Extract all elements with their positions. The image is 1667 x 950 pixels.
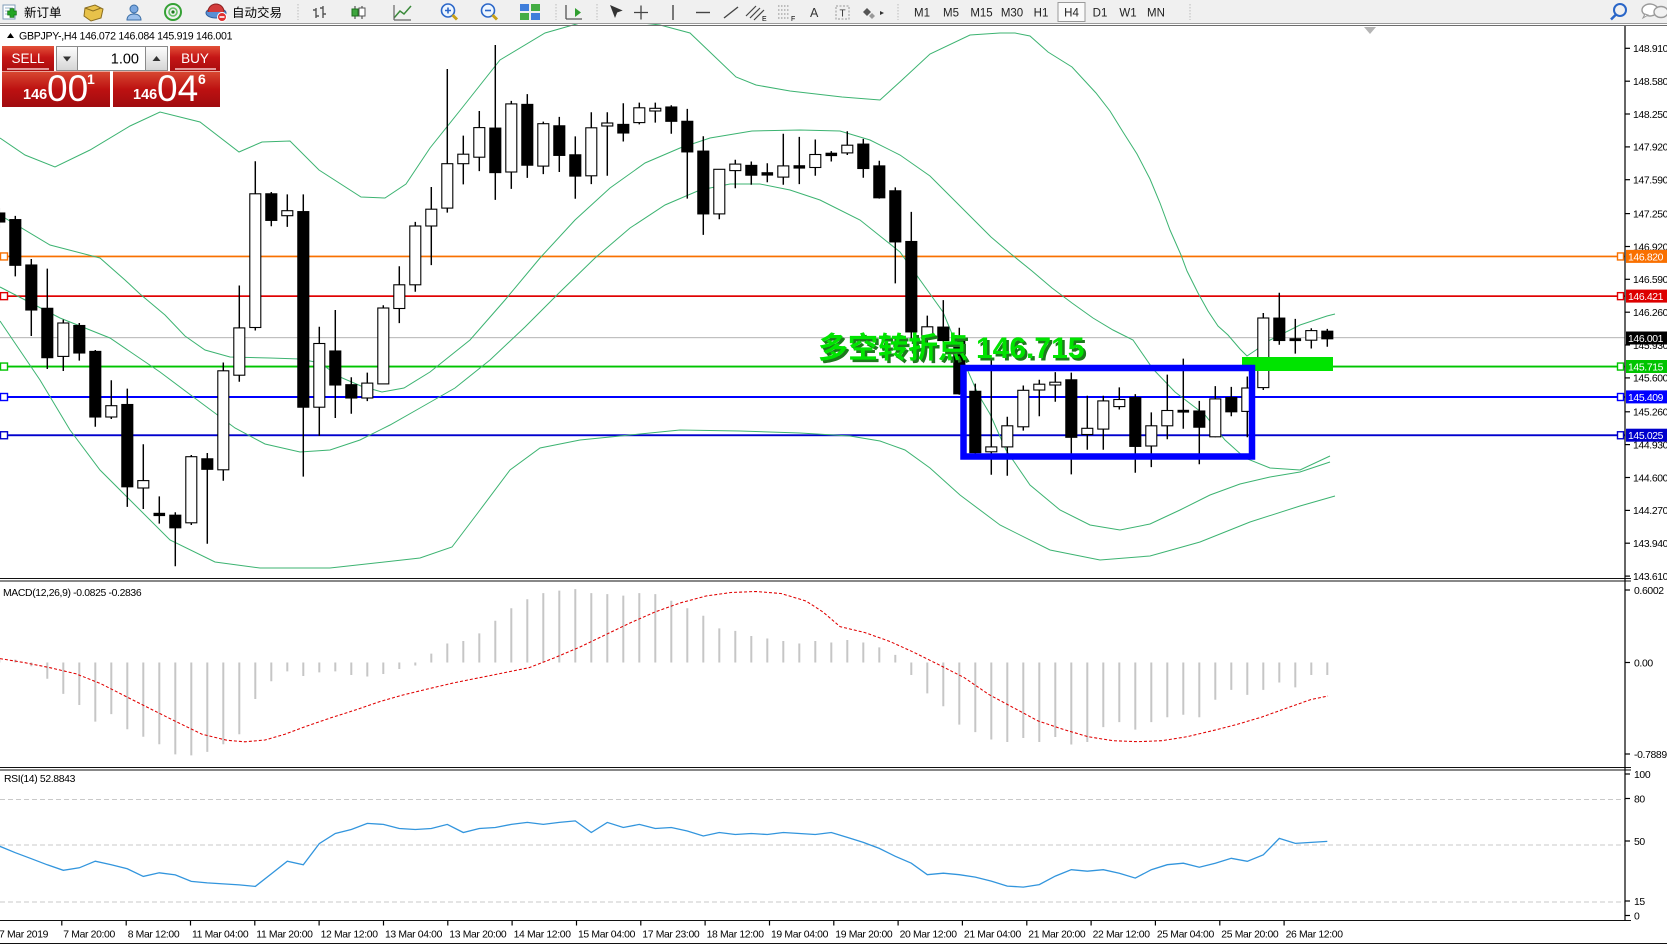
svg-text:E: E [762,16,767,23]
svg-text:146.715: 146.715 [979,335,1087,368]
svg-text:SELL: SELL [11,51,45,66]
svg-text:25 Mar 04:00: 25 Mar 04:00 [1157,930,1215,941]
svg-text:D1: D1 [1093,8,1108,20]
svg-text:W1: W1 [1119,8,1136,20]
svg-text:145.260: 145.260 [1633,408,1667,419]
svg-text:-0.7889: -0.7889 [1634,750,1667,761]
svg-text:148.250: 148.250 [1633,110,1667,121]
svg-text:19 Mar 04:00: 19 Mar 04:00 [771,930,829,941]
svg-text:6: 6 [198,71,206,87]
svg-text:14 Mar 12:00: 14 Mar 12:00 [514,930,572,941]
svg-text:145.409: 145.409 [1628,393,1664,404]
svg-text:146: 146 [133,87,157,103]
svg-text:21 Mar 04:00: 21 Mar 04:00 [964,930,1022,941]
svg-text:147.920: 147.920 [1633,143,1667,154]
svg-text:26 Mar 12:00: 26 Mar 12:00 [1286,930,1344,941]
svg-text:146: 146 [23,87,47,103]
svg-text:A: A [810,6,819,20]
svg-text:M15: M15 [970,8,992,20]
svg-text:80: 80 [1634,795,1645,806]
svg-text:146.001: 146.001 [1628,334,1664,345]
svg-text:148.580: 148.580 [1633,77,1667,88]
svg-text:22 Mar 12:00: 22 Mar 12:00 [1093,930,1151,941]
svg-text:13 Mar 04:00: 13 Mar 04:00 [385,930,443,941]
svg-text:143.610: 143.610 [1633,572,1667,583]
svg-text:1: 1 [87,71,95,87]
svg-text:M5: M5 [943,8,959,20]
svg-text:BUY: BUY [181,51,209,66]
svg-text:15 Mar 04:00: 15 Mar 04:00 [578,930,636,941]
svg-text:18 Mar 12:00: 18 Mar 12:00 [707,930,765,941]
svg-text:147.250: 147.250 [1633,209,1667,220]
svg-text:7 Mar 2019: 7 Mar 2019 [0,930,49,941]
svg-text:H4: H4 [1064,8,1079,20]
svg-text:H1: H1 [1034,8,1049,20]
svg-text:145.930: 145.930 [1633,341,1667,352]
svg-text:7 Mar 20:00: 7 Mar 20:00 [63,930,115,941]
svg-text:146.260: 146.260 [1633,308,1667,319]
svg-text:13 Mar 20:00: 13 Mar 20:00 [449,930,507,941]
svg-text:146.421: 146.421 [1628,292,1664,303]
svg-text:8 Mar 12:00: 8 Mar 12:00 [128,930,180,941]
svg-text:146.820: 146.820 [1628,252,1664,263]
svg-text:144.270: 144.270 [1633,506,1667,517]
svg-text:M1: M1 [914,8,930,20]
svg-text:15: 15 [1634,897,1645,908]
svg-text:T: T [840,9,846,20]
svg-text:0.00: 0.00 [1634,659,1653,670]
svg-text:17 Mar 23:00: 17 Mar 23:00 [642,930,700,941]
svg-text:0: 0 [1634,912,1640,923]
svg-text:RSI(14) 52.8843: RSI(14) 52.8843 [4,774,76,785]
svg-text:04: 04 [157,68,198,109]
svg-text:148.910: 148.910 [1633,44,1667,55]
svg-text:100: 100 [1634,770,1651,781]
svg-text:MACD(12,26,9) -0.0825 -0.2836: MACD(12,26,9) -0.0825 -0.2836 [3,588,142,599]
svg-text:MN: MN [1147,8,1165,20]
svg-text:145.025: 145.025 [1628,431,1664,442]
svg-text:19 Mar 20:00: 19 Mar 20:00 [835,930,893,941]
svg-text:146.590: 146.590 [1633,275,1667,286]
svg-text:1.00: 1.00 [111,52,139,68]
svg-text:147.590: 147.590 [1633,176,1667,187]
svg-text:00: 00 [47,68,88,109]
svg-text:145.600: 145.600 [1633,374,1667,385]
svg-text:50: 50 [1634,837,1645,848]
svg-text:144.930: 144.930 [1633,440,1667,451]
svg-text:146.715: 146.715 [976,332,1084,365]
svg-text:F: F [791,16,795,23]
svg-text:M30: M30 [1001,8,1023,20]
svg-text:12 Mar 12:00: 12 Mar 12:00 [321,930,379,941]
svg-text:143.940: 143.940 [1633,539,1667,550]
svg-text:11 Mar 20:00: 11 Mar 20:00 [256,930,313,941]
svg-text:21 Mar 20:00: 21 Mar 20:00 [1028,930,1086,941]
svg-text:20 Mar 12:00: 20 Mar 12:00 [900,930,958,941]
svg-text:25 Mar 20:00: 25 Mar 20:00 [1221,930,1279,941]
svg-text:146.920: 146.920 [1633,242,1667,253]
svg-text:144.600: 144.600 [1633,473,1667,484]
svg-text:GBPJPY-,H4 146.072 146.084 14: GBPJPY-,H4 146.072 146.084 145.919 146.0… [19,31,233,43]
svg-text:0.6002: 0.6002 [1634,586,1664,597]
svg-text:145.715: 145.715 [1628,363,1664,374]
svg-text:11 Mar 04:00: 11 Mar 04:00 [192,930,249,941]
